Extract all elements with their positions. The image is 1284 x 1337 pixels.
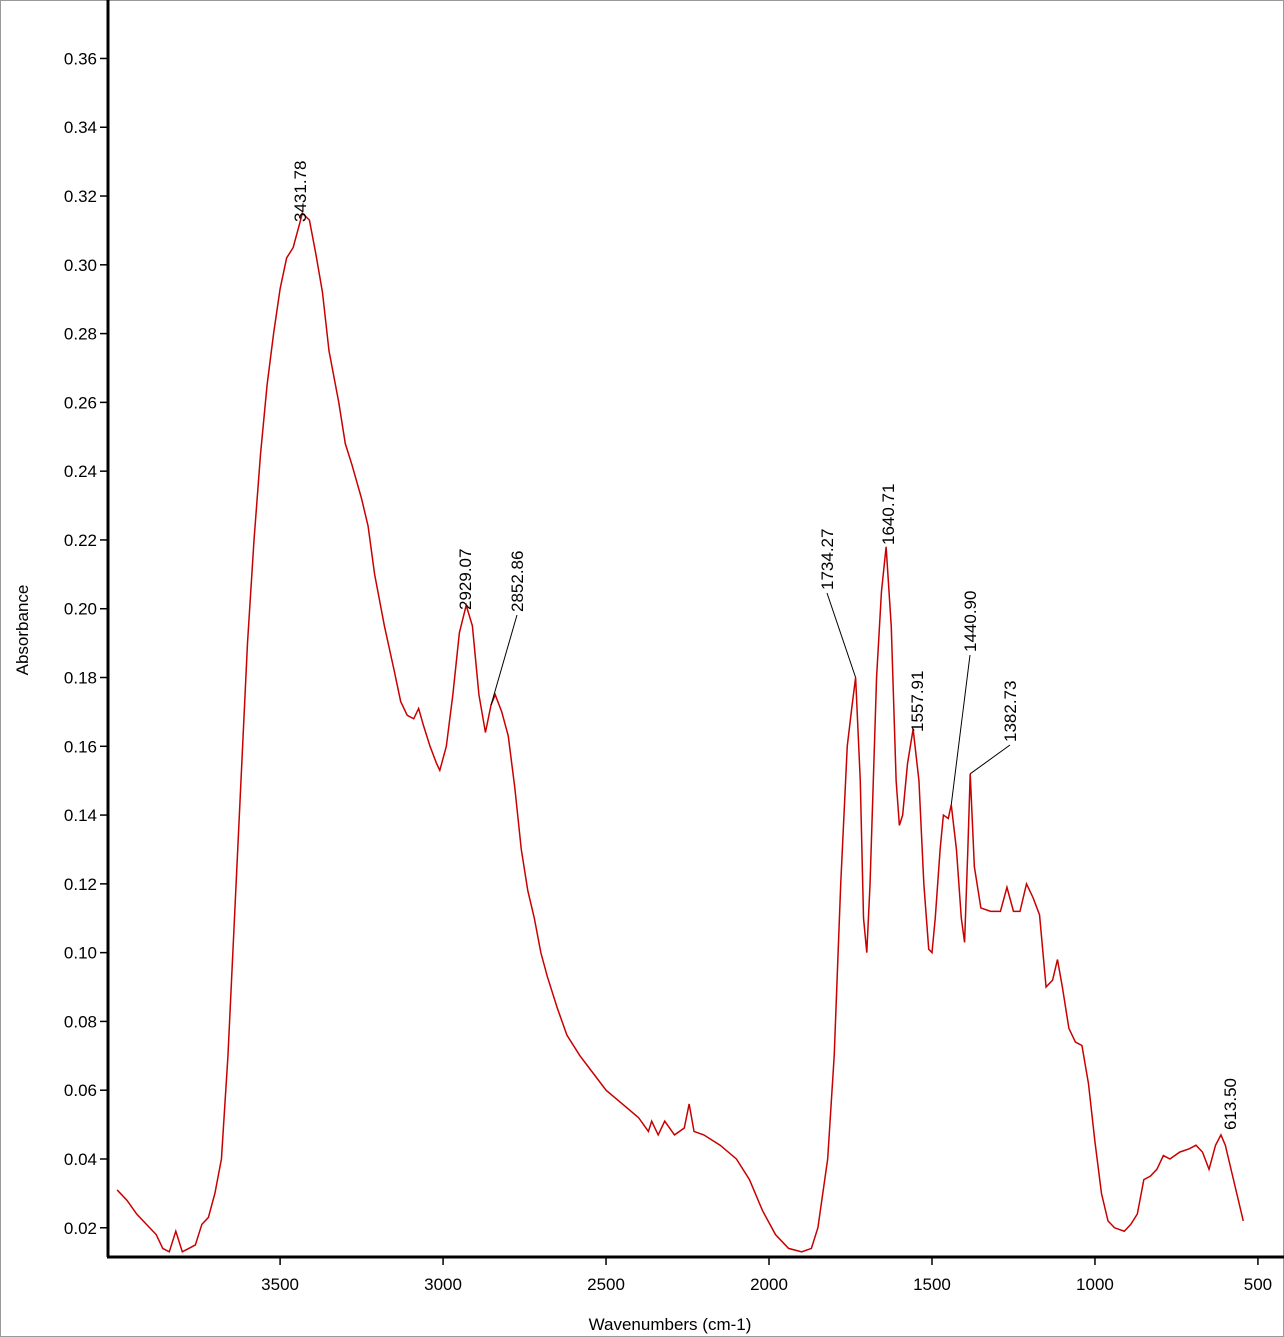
y-tick-label: 0.20 [64, 600, 97, 619]
annotation-label: 2929.07 [456, 549, 475, 610]
annotation-label: 2852.86 [508, 551, 527, 612]
annotation-label: 1382.73 [1001, 681, 1020, 742]
annotation-leader [826, 592, 857, 678]
spectrum-line [116, 211, 1244, 1253]
annotation-label: 1640.71 [879, 484, 898, 545]
annotation-leader [950, 654, 971, 805]
y-tick-label: 0.18 [64, 669, 97, 688]
y-tick-label: 0.22 [64, 531, 97, 550]
y-tick-label: 0.26 [64, 393, 97, 412]
x-tick-label: 3000 [424, 1275, 462, 1294]
y-tick-label: 0.10 [64, 944, 97, 963]
y-tick-label: 0.34 [64, 118, 97, 137]
y-tick-label: 0.30 [64, 256, 97, 275]
annotation-label: 1440.90 [961, 591, 980, 652]
x-tick-label: 1500 [913, 1275, 951, 1294]
y-tick-label: 0.24 [64, 462, 97, 481]
x-tick-label: 500 [1244, 1275, 1272, 1294]
annotation-label: 1734.27 [818, 529, 837, 590]
y-tick-label: 0.08 [64, 1012, 97, 1031]
x-tick-label: 2000 [750, 1275, 788, 1294]
y-tick-label: 0.04 [64, 1150, 97, 1169]
y-tick-label: 0.36 [64, 49, 97, 68]
x-tick-label: 1000 [1076, 1275, 1114, 1294]
annotation-label: 1557.91 [908, 671, 927, 732]
y-tick-label: 0.32 [64, 187, 97, 206]
y-tick-label: 0.28 [64, 325, 97, 344]
y-tick-label: 0.16 [64, 737, 97, 756]
y-tick-label: 0.14 [64, 806, 97, 825]
y-tick-label: 0.12 [64, 875, 97, 894]
x-axis-label: Wavenumbers (cm-1) [589, 1315, 752, 1334]
x-tick-label: 3500 [261, 1275, 299, 1294]
y-axis-label: Absorbance [13, 585, 32, 676]
annotation-label: 3431.78 [291, 161, 310, 222]
annotation-leader [490, 614, 518, 706]
y-tick-label: 0.02 [64, 1219, 97, 1238]
annotation-leader [969, 744, 1011, 775]
y-tick-label: 0.06 [64, 1081, 97, 1100]
x-tick-label: 2500 [587, 1275, 625, 1294]
annotation-label: 613.50 [1221, 1078, 1240, 1130]
